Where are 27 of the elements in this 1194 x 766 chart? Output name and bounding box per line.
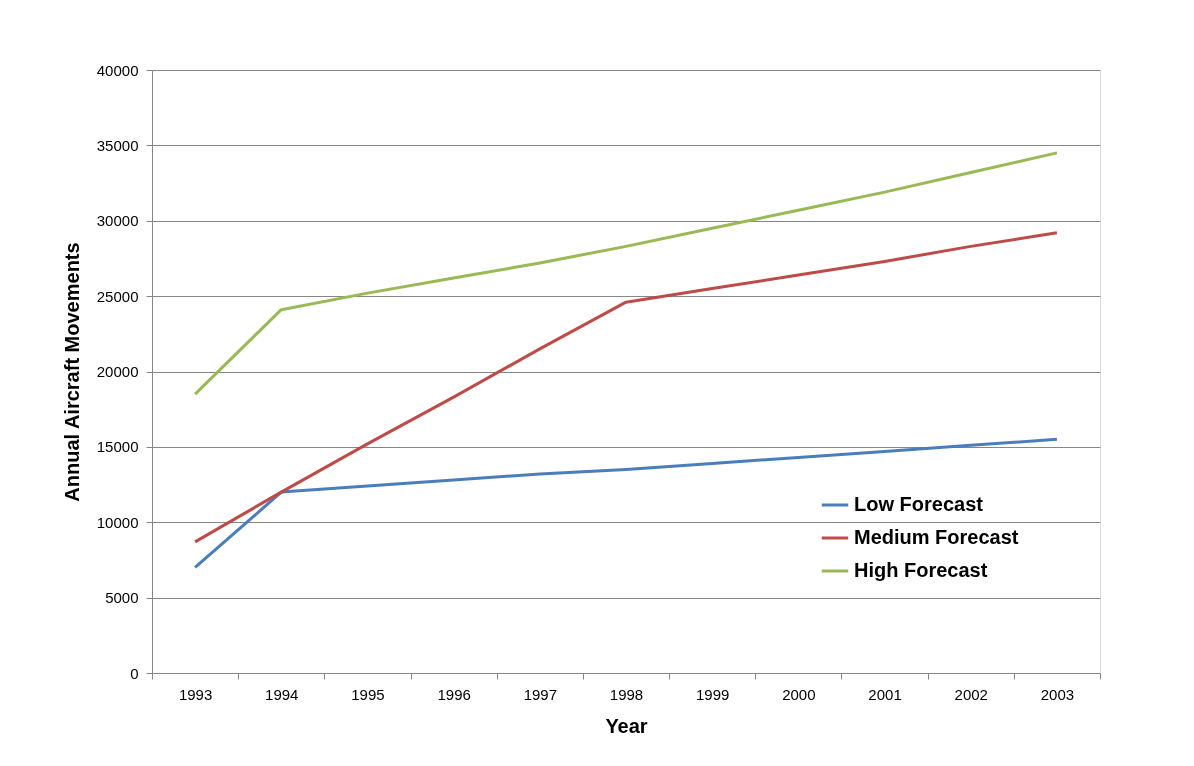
line-series (193, 151, 1059, 396)
line-series (193, 231, 1059, 544)
y-axis-title: Annual Aircraft Movements (60, 242, 83, 502)
y-tick-label: 5000 (105, 589, 139, 607)
y-tick-label: 10000 (96, 513, 139, 531)
x-tick-label: 1999 (695, 685, 730, 703)
y-tick-label: 15000 (96, 438, 139, 456)
x-tick-label: 1998 (609, 685, 644, 703)
y-tick-label: 35000 (96, 136, 139, 154)
y-tick-label: 40000 (96, 61, 139, 79)
x-tick-label: 2002 (954, 685, 988, 703)
x-axis-title: Year (605, 714, 648, 737)
y-tick-label: 30000 (96, 212, 139, 230)
x-tick-label: 1994 (265, 685, 299, 703)
x-tick-label: 2001 (868, 685, 902, 703)
x-tick-label: 1996 (437, 685, 471, 703)
y-tick-label: 25000 (96, 287, 139, 305)
x-tick-label: 2003 (1040, 685, 1075, 703)
legend-label: Low Forecast (854, 493, 984, 515)
y-tick-label: 0 (130, 664, 139, 682)
y-tick-label: 20000 (96, 363, 139, 380)
legend-label: High Forecast (854, 559, 988, 581)
x-tick-label: 1993 (178, 685, 213, 703)
x-tick-label: 1997 (523, 685, 558, 703)
x-tick-label: 2000 (782, 685, 816, 703)
legend-label: Medium Forecast (854, 526, 1019, 548)
x-tick-label: 1995 (351, 685, 385, 703)
